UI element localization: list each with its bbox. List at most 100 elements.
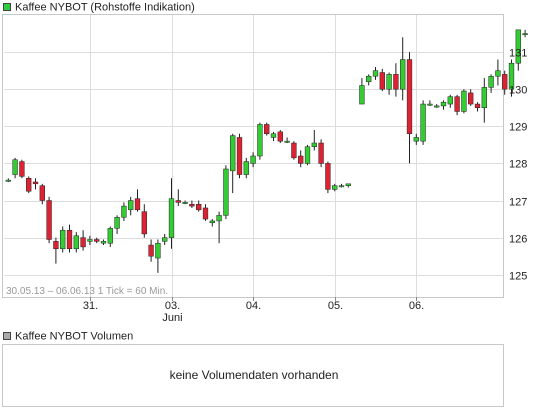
candle [87,235,93,246]
candle [400,37,406,101]
candle [502,70,508,95]
candle [325,161,331,194]
candle [209,219,215,227]
candle-body-up [372,70,379,77]
candle [155,239,161,273]
x-tick-label: 05. [328,300,343,312]
candle [338,183,345,188]
candle [134,189,141,212]
candle [175,189,181,207]
candle [168,178,175,249]
volume-empty-message: keine Volumendaten vorhanden [170,368,339,382]
candle [230,133,236,194]
candle-body-up [5,179,11,182]
candle-body-down [318,142,324,164]
candle [121,202,127,221]
candle-body-up [114,216,120,229]
volume-legend-swatch [3,332,11,340]
candle-body-up [182,202,188,204]
candle-body-up [257,124,263,157]
candle-body-down [141,211,147,235]
candle [162,233,168,246]
candle [515,29,521,71]
candle-body-up [345,183,351,186]
candle-body-up [270,133,277,138]
candle-body-down [277,131,283,142]
candle [196,200,202,212]
candle [257,122,263,160]
candle [5,178,11,182]
candle [100,239,107,246]
candle-body-up [413,137,419,142]
candle-body-up [311,142,317,147]
candle-body-up [284,140,290,143]
candle-body-down [66,229,73,250]
candle-body-up [522,33,528,36]
candle [372,66,379,80]
candle-body-up [223,168,229,216]
candle-body-up [461,90,467,112]
candle-body-up [332,185,338,190]
candle-body-up [162,237,168,242]
y-tick-label: 131 [509,48,527,60]
candle [386,72,392,95]
candle-body-up [420,103,426,142]
price-legend-swatch [3,3,11,11]
candle-body-up [209,220,215,224]
candle-body-up [366,75,372,83]
candle [223,165,229,220]
candle [270,131,277,142]
candle-body-down [202,207,209,220]
x-tick-label: 04. [246,300,261,312]
x-tick-label: 06. [409,300,424,312]
candle [66,224,73,253]
y-tick-label: 127 [509,197,527,209]
candle-body-up [216,215,222,222]
volume-legend-label: Kaffee NYBOT Volumen [15,331,133,343]
candle [298,150,304,168]
candle-body-up [488,75,494,88]
candle [379,68,385,92]
candle [413,133,419,145]
candle [420,100,426,145]
candle [481,78,487,123]
candle [434,104,440,108]
candle [318,139,324,168]
candle [141,204,147,238]
candle-body-up [155,242,161,259]
candle [359,78,365,105]
candle [393,63,399,97]
candle [345,183,351,188]
y-tick-label: 129 [509,122,527,134]
candle-body-up [12,159,18,175]
candle-body-up [481,87,487,109]
candle-body-down [379,72,385,90]
candle [447,94,453,108]
candle-body-down [26,178,32,192]
candle-body-down [94,239,100,242]
candle-body-down [148,244,154,257]
candle-body-down [236,137,243,175]
candle-body-down [298,155,304,164]
candle-body-down [46,200,52,240]
candle-body-up [427,103,433,106]
candle [264,122,270,136]
candle [406,52,413,164]
chart-info-text: 30.05.13 – 06.06.13 1 Tick = 60 Min. [6,286,168,297]
x-axis: 31. 03.Juni 04. 05. 06. [83,297,424,324]
y-tick-label: 125 [509,271,527,283]
candle-body-up [230,135,236,172]
price-legend-label: Kaffee NYBOT (Rohstoffe Indikation) [15,2,195,14]
candle [468,89,474,106]
candle [461,89,467,114]
y-axis: 125 126 127 128 129 130 131 [509,48,527,283]
candle [291,141,297,160]
candle [12,157,18,179]
candle [311,130,317,151]
candle-body-up [304,146,311,164]
candle-body-down [53,241,59,250]
candle-body-down [134,198,141,211]
candle-body-up [495,70,501,77]
candle-body-up [87,239,93,242]
